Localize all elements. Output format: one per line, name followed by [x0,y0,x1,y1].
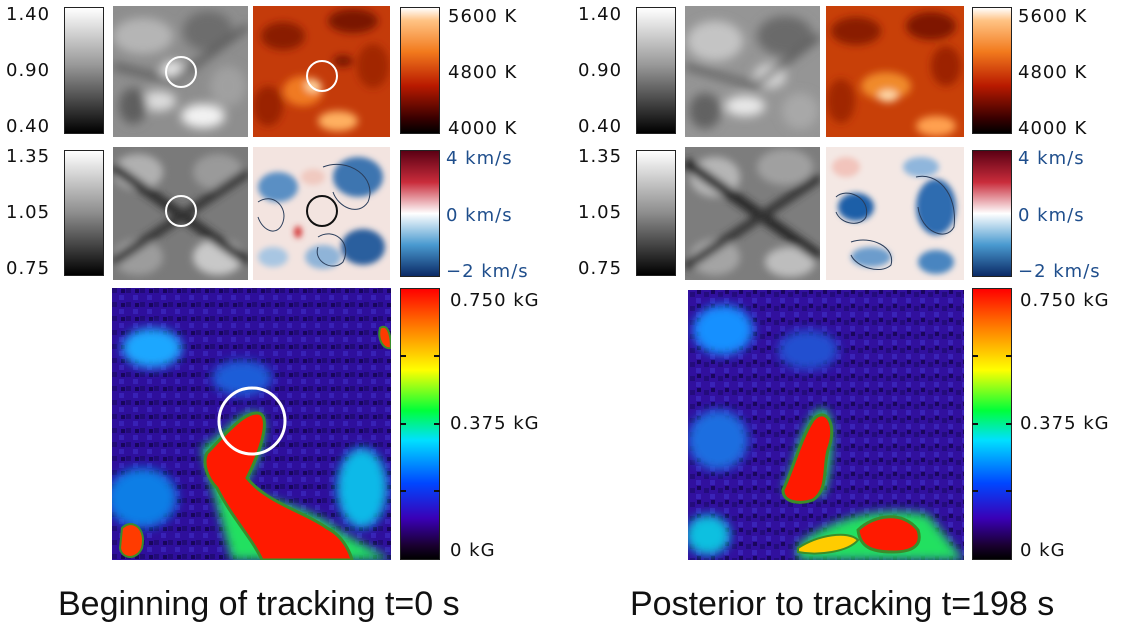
magnetic-core-region [203,411,354,560]
magnetic-tick-mid-right: 0.375 kG [1020,413,1110,434]
velocity-tick-top-left: 4 km/s [446,148,513,169]
temperature-image-right [826,6,964,137]
temperature-tick-mid-right: 4800 K [1018,62,1088,83]
intensity-tick-top-left: 1.40 [6,4,51,25]
tracking-circle [217,386,287,456]
continuum-colorbar-left [64,150,104,276]
tracking-circle [165,195,197,227]
magnetic-tick-bottom-left: 0 kG [450,540,496,561]
colorbar-tick-mark [400,423,406,425]
intensity-image-right [685,6,820,137]
continuum-image-right [685,147,820,280]
temperature-tick-top-left: 5600 K [448,6,518,27]
tracking-circle [306,195,338,227]
velocity-tick-top-right: 4 km/s [1018,148,1085,169]
temperature-tick-mid-left: 4800 K [448,62,518,83]
colorbar-tick-mark [972,423,978,425]
temperature-image-left [253,6,390,137]
colorbar-tick-mark [400,355,406,357]
velocity-tick-mid-left: 0 km/s [446,205,513,226]
magnetic-tick-mid-left: 0.375 kG [450,413,540,434]
velocity-contour [257,163,371,267]
continuum-tick-top-left: 1.35 [6,146,51,167]
intensity-tick-mid-right: 0.90 [578,60,623,81]
colorbar-tick-mark [434,355,440,357]
continuum-colorbar-right [636,150,676,276]
magnetic-field-image-left [112,288,391,560]
velocity-image-right [826,147,964,280]
magnetic-tick-top-left: 0.750 kG [450,290,540,311]
velocity-contour [835,175,955,270]
temperature-tick-bottom-left: 4000 K [448,118,518,139]
velocity-colorbar-left [400,150,440,277]
continuum-tick-bottom-left: 0.75 [6,258,51,279]
tracking-circle [165,56,197,88]
continuum-tick-mid-right: 1.05 [578,202,623,223]
intensity-tick-bottom-right: 0.40 [578,116,623,137]
velocity-colorbar-right [972,150,1012,277]
intensity-colorbar-left [64,7,104,134]
velocity-image-left [253,147,390,280]
colorbar-tick-mark [400,490,406,492]
colorbar-tick-mark [1006,355,1012,357]
colorbar-tick-mark [1006,423,1012,425]
colorbar-tick-mark [434,423,440,425]
caption-right: Posterior to tracking t=198 s [630,585,1055,623]
velocity-tick-bottom-left: −2 km/s [446,261,529,282]
magnetic-field-image-right [688,290,964,560]
continuum-image-left [113,147,248,280]
intensity-colorbar-right [636,7,676,134]
colorbar-tick-mark [1006,490,1012,492]
temperature-colorbar-left [400,7,440,134]
tracking-circle [306,60,338,92]
magnetic-tick-top-right: 0.750 kG [1020,290,1110,311]
colorbar-tick-mark [972,490,978,492]
velocity-tick-mid-right: 0 km/s [1018,205,1085,226]
velocity-tick-bottom-right: −2 km/s [1018,261,1101,282]
intensity-tick-top-right: 1.40 [578,4,623,25]
continuum-tick-bottom-right: 0.75 [578,258,623,279]
temperature-colorbar-right [972,7,1012,134]
colorbar-tick-mark [434,490,440,492]
caption-left: Beginning of tracking t=0 s [58,585,460,623]
continuum-tick-mid-left: 1.05 [6,202,51,223]
continuum-tick-top-right: 1.35 [578,146,623,167]
temperature-tick-top-right: 5600 K [1018,6,1088,27]
intensity-tick-mid-left: 0.90 [6,60,51,81]
temperature-tick-bottom-right: 4000 K [1018,118,1088,139]
magnetic-core-region [781,413,834,504]
magnetic-tick-bottom-right: 0 kG [1020,540,1066,561]
intensity-tick-bottom-left: 0.40 [6,116,51,137]
colorbar-tick-mark [972,355,978,357]
intensity-image-left [113,6,248,137]
